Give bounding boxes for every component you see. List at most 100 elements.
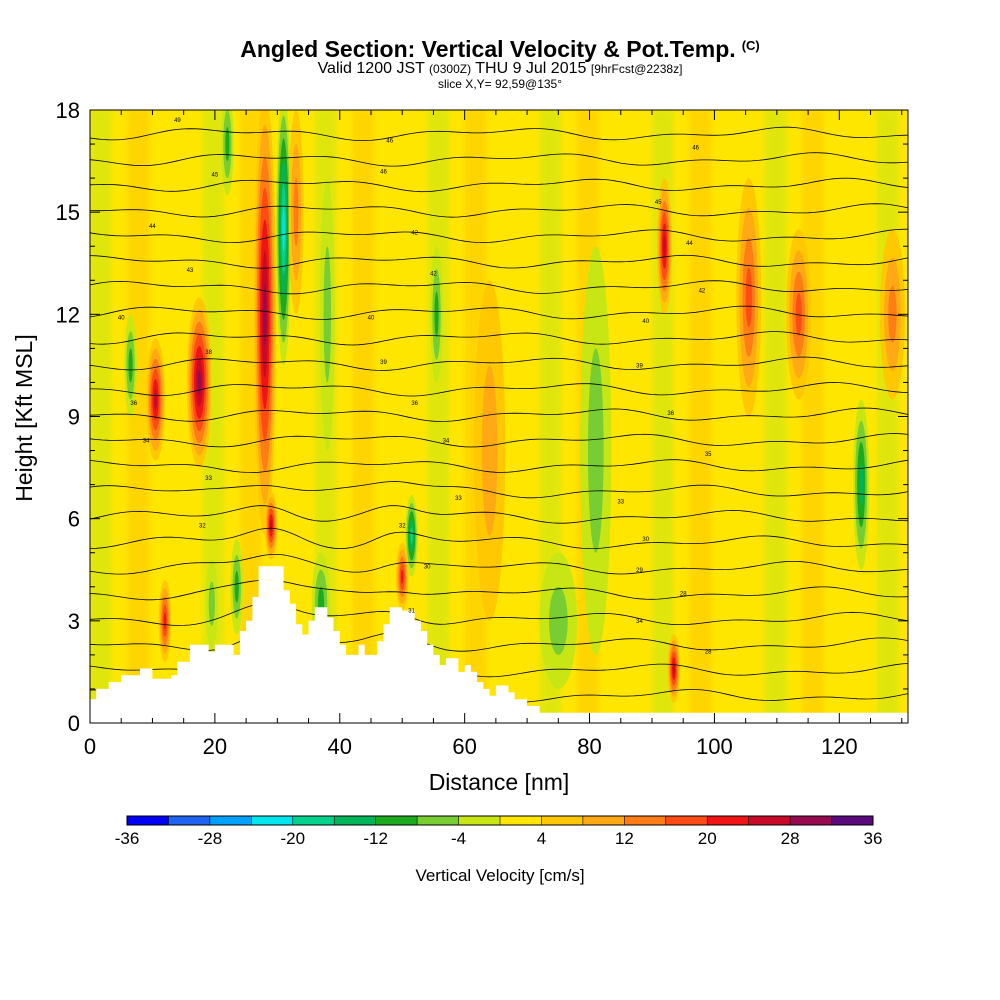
isentrope-label: 32 bbox=[199, 523, 206, 529]
velocity-band bbox=[127, 110, 150, 723]
isentrope-label: 49 bbox=[174, 118, 181, 124]
colorbar-tick-label: -28 bbox=[198, 829, 223, 848]
isentrope-line bbox=[90, 459, 908, 473]
isentrope-label: 30 bbox=[424, 564, 431, 570]
velocity-cell bbox=[888, 285, 897, 343]
isentrope-line bbox=[90, 203, 908, 218]
isentrope-label: 33 bbox=[455, 496, 462, 502]
x-axis-ticks: 0 20 40 60 80 100 120 bbox=[84, 110, 903, 759]
isentrope-label: 45 bbox=[212, 173, 219, 179]
isentrope-line bbox=[90, 280, 908, 295]
isentrope-label: 30 bbox=[642, 537, 649, 543]
velocity-cell bbox=[859, 463, 864, 506]
isentrope-line bbox=[90, 433, 908, 448]
colorbar-tick-label: 28 bbox=[781, 829, 800, 848]
velocity-cell bbox=[548, 586, 568, 655]
x-axis-title: Distance [nm] bbox=[429, 769, 570, 795]
velocity-band bbox=[689, 110, 712, 723]
y-tick-label: 15 bbox=[56, 200, 80, 225]
y-tick-label: 3 bbox=[68, 609, 80, 634]
x-tick-label: 20 bbox=[203, 734, 227, 759]
colorbar-swatch bbox=[790, 816, 833, 825]
x-tick-label: 80 bbox=[577, 734, 601, 759]
velocity-cell bbox=[323, 246, 332, 383]
colorbar-tick-label: 36 bbox=[864, 829, 883, 848]
isentrope-line bbox=[90, 254, 908, 269]
colorbar-tick-label: -12 bbox=[363, 829, 388, 848]
isentrope-label: 29 bbox=[636, 568, 643, 574]
isentrope-line bbox=[90, 382, 908, 397]
velocity-band bbox=[427, 110, 450, 723]
valid-time: Valid 1200 JST bbox=[317, 60, 425, 77]
isentrope-line bbox=[90, 505, 908, 524]
velocity-cell bbox=[208, 581, 215, 626]
isentrope-label: 36 bbox=[411, 401, 418, 407]
velocity-cell bbox=[282, 206, 285, 252]
y-tick-label: 0 bbox=[68, 711, 80, 736]
colorbar: -36 -28 -20 -12 -4 4 12 20 28 36 bbox=[115, 815, 883, 848]
isentrope-label: 36 bbox=[130, 401, 137, 407]
y-tick-label: 18 bbox=[56, 98, 80, 123]
colorbar-swatch bbox=[831, 816, 874, 825]
colorbar-swatch bbox=[209, 816, 252, 825]
colorbar-swatch bbox=[334, 816, 377, 825]
chart-title-text: Angled Section: Vertical Velocity & Pot.… bbox=[240, 36, 736, 62]
colorbar-swatch bbox=[500, 816, 542, 825]
isentrope-label: 32 bbox=[399, 523, 406, 529]
isentrope-line bbox=[90, 356, 908, 371]
isentrope-line bbox=[90, 481, 908, 499]
isentrope-label: 34 bbox=[143, 438, 150, 444]
x-tick-label: 100 bbox=[696, 734, 733, 759]
colorbar-tick-label: 4 bbox=[537, 829, 546, 848]
colorbar-tick-label: 20 bbox=[698, 829, 717, 848]
isentrope-line bbox=[90, 331, 908, 346]
colorbar-swatch bbox=[541, 816, 584, 825]
x-tick-label: 0 bbox=[84, 734, 96, 759]
isentrope-label: 34 bbox=[443, 438, 450, 444]
velocity-cell bbox=[672, 662, 675, 675]
isentrope-label: 42 bbox=[699, 288, 706, 294]
velocity-cell bbox=[154, 389, 158, 410]
chart-title-unit: (C) bbox=[741, 38, 760, 53]
colorbar-swatch bbox=[417, 816, 460, 825]
isentrope-label: 36 bbox=[667, 411, 674, 417]
isentrope-label: 28 bbox=[705, 649, 712, 655]
x-tick-label: 120 bbox=[821, 734, 858, 759]
colorbar-swatch bbox=[748, 816, 791, 825]
colorbar-swatch bbox=[707, 816, 750, 825]
isentrope-line bbox=[90, 126, 908, 141]
x-tick-label: 60 bbox=[452, 734, 476, 759]
velocity-cell bbox=[795, 293, 802, 336]
colorbar-swatch bbox=[582, 816, 625, 825]
velocity-band bbox=[352, 110, 375, 723]
y-tick-label: 12 bbox=[56, 302, 80, 327]
velocity-band bbox=[90, 110, 112, 723]
isentrope-label: 40 bbox=[118, 316, 125, 322]
forecast-info: [9hrFcst@2238z] bbox=[590, 62, 683, 76]
isentrope-line bbox=[90, 407, 908, 422]
colorbar-swatch bbox=[458, 816, 501, 825]
colorbar-swatch bbox=[292, 816, 335, 825]
velocity-band bbox=[502, 110, 524, 723]
x-tick-label: 40 bbox=[328, 734, 352, 759]
y-tick-label: 6 bbox=[68, 507, 80, 532]
isentrope-label: 44 bbox=[686, 241, 693, 247]
isentrope-label: 39 bbox=[380, 360, 387, 366]
velocity-cell bbox=[293, 178, 299, 247]
velocity-cell bbox=[434, 291, 439, 338]
isentrope-label: 39 bbox=[636, 363, 643, 369]
velocity-cell bbox=[197, 370, 202, 395]
isentrope-label: 34 bbox=[636, 619, 643, 625]
colorbar-tick-label: -20 bbox=[280, 829, 305, 848]
velocity-cell bbox=[234, 570, 239, 603]
velocity-cell bbox=[270, 519, 273, 532]
colorbar-swatch bbox=[375, 816, 418, 825]
isentrope-line bbox=[90, 554, 908, 575]
colorbar-swatch bbox=[251, 816, 294, 825]
isentrope-label: 46 bbox=[386, 139, 393, 145]
isentrope-line bbox=[90, 305, 908, 320]
isentrope-label: 31 bbox=[408, 609, 415, 615]
isentrope-label: 33 bbox=[205, 476, 212, 482]
